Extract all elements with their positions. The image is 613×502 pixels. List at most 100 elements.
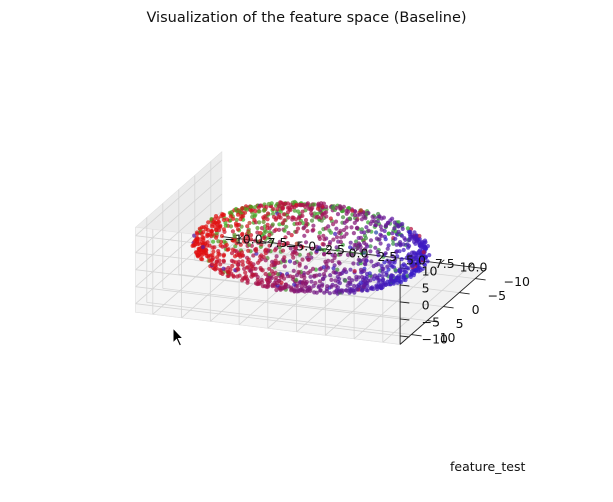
scatter-point <box>327 242 332 247</box>
scatter-point <box>289 285 294 290</box>
scatter-point <box>209 217 214 222</box>
scatter-point <box>246 248 251 253</box>
scatter-point <box>310 246 315 251</box>
scatter-point <box>410 253 415 258</box>
scatter-point <box>242 210 248 215</box>
scatter-point <box>299 274 304 279</box>
scatter-point <box>390 254 395 259</box>
scatter-point <box>286 230 291 236</box>
scatter-point <box>265 217 270 222</box>
scatter-point <box>218 224 223 229</box>
scatter-point <box>320 212 325 217</box>
scatter-point <box>349 225 354 230</box>
scatter-point <box>317 245 322 250</box>
scatter-point <box>295 221 300 226</box>
scatter-point <box>292 208 297 213</box>
scatter-point <box>265 225 270 231</box>
scatter-point <box>225 217 230 222</box>
scatter-point <box>420 255 425 260</box>
scatter-point <box>393 268 398 273</box>
scatter-point <box>358 244 363 250</box>
scatter-point <box>274 216 279 221</box>
scatter-point <box>199 256 204 261</box>
scatter-point <box>406 253 411 258</box>
scatter-point <box>359 248 364 253</box>
y-tick-label: −5 <box>488 288 506 303</box>
scatter-point <box>393 257 398 262</box>
scatter-point <box>291 255 296 260</box>
scatter-point <box>414 238 419 243</box>
scatter-point <box>323 259 328 264</box>
scatter-point <box>211 239 216 244</box>
scatter-point <box>321 277 326 282</box>
scatter-points <box>190 199 432 296</box>
scatter-point <box>221 252 227 257</box>
scatter-point <box>269 275 275 280</box>
scatter-point <box>248 269 254 274</box>
scatter-point <box>267 266 272 271</box>
scatter-point <box>362 261 367 266</box>
scatter-point <box>224 242 229 248</box>
scatter-point <box>376 261 381 267</box>
scatter-point <box>312 273 317 278</box>
z-tick-label: 0 <box>422 297 430 312</box>
scatter-point <box>383 237 388 242</box>
scatter-point <box>259 242 264 247</box>
scatter-point <box>257 258 262 263</box>
scatter-point <box>368 249 373 254</box>
scatter-point <box>294 251 299 256</box>
scatter-point <box>303 223 309 228</box>
scatter-point <box>302 233 307 238</box>
scatter-point <box>232 232 237 237</box>
scatter-point <box>285 201 290 206</box>
scatter-point <box>334 226 339 231</box>
scatter-point <box>277 222 282 227</box>
z-tick-mark <box>400 301 410 304</box>
scatter-point <box>247 220 252 226</box>
scatter-point <box>267 243 272 248</box>
scatter-point <box>207 243 212 248</box>
scatter-point <box>249 204 254 209</box>
scatter-point <box>351 261 356 266</box>
scatter-point <box>359 217 364 222</box>
scatter-point <box>330 205 335 211</box>
scatter-point <box>244 207 249 212</box>
scatter-point <box>253 212 258 217</box>
scatter-point <box>330 259 335 264</box>
scatter-point <box>246 257 251 262</box>
scatter-point <box>303 265 308 270</box>
grid-line <box>135 159 223 237</box>
scatter-point <box>327 291 332 296</box>
scatter-point <box>233 260 238 265</box>
scatter-point <box>384 272 389 277</box>
y-tick-mark <box>443 306 454 309</box>
scatter-point <box>305 229 310 234</box>
scatter-point <box>383 224 388 229</box>
scatter-point <box>192 239 197 244</box>
grid-line <box>135 303 401 337</box>
scatter-point <box>321 272 326 277</box>
scatter-point <box>342 267 347 272</box>
scatter-point <box>345 252 351 257</box>
scatter-point <box>263 271 268 277</box>
scatter-point <box>347 216 352 221</box>
scatter-point <box>265 222 270 227</box>
scatter-point <box>348 240 353 245</box>
scatter-point <box>420 266 425 271</box>
scatter-point <box>221 259 226 264</box>
scatter-point <box>211 249 216 254</box>
z-tick-mark <box>400 335 410 338</box>
scatter-point <box>331 266 336 271</box>
scatter-point <box>270 211 276 216</box>
scatter-point <box>364 254 369 259</box>
grid-line <box>146 302 412 335</box>
scatter-point <box>421 250 426 255</box>
scatter-point <box>405 226 410 231</box>
scatter-point <box>282 264 287 269</box>
scatter-point <box>410 263 415 268</box>
scatter-point <box>394 250 399 255</box>
y-axis-line <box>399 268 487 345</box>
scatter-point <box>340 215 346 220</box>
z-tick-mark <box>400 284 410 287</box>
scatter-point <box>309 279 314 284</box>
